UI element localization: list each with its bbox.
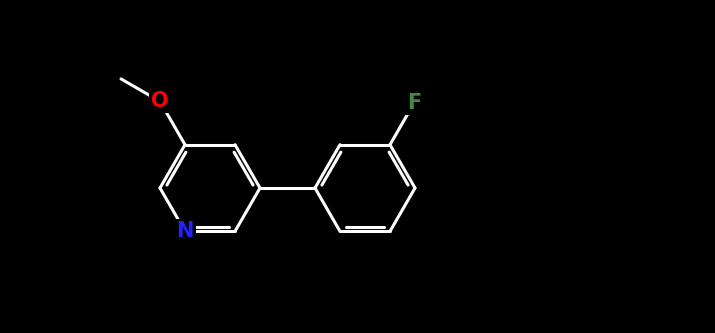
Text: F: F (407, 93, 421, 113)
Text: N: N (177, 221, 194, 241)
Text: O: O (151, 91, 169, 112)
